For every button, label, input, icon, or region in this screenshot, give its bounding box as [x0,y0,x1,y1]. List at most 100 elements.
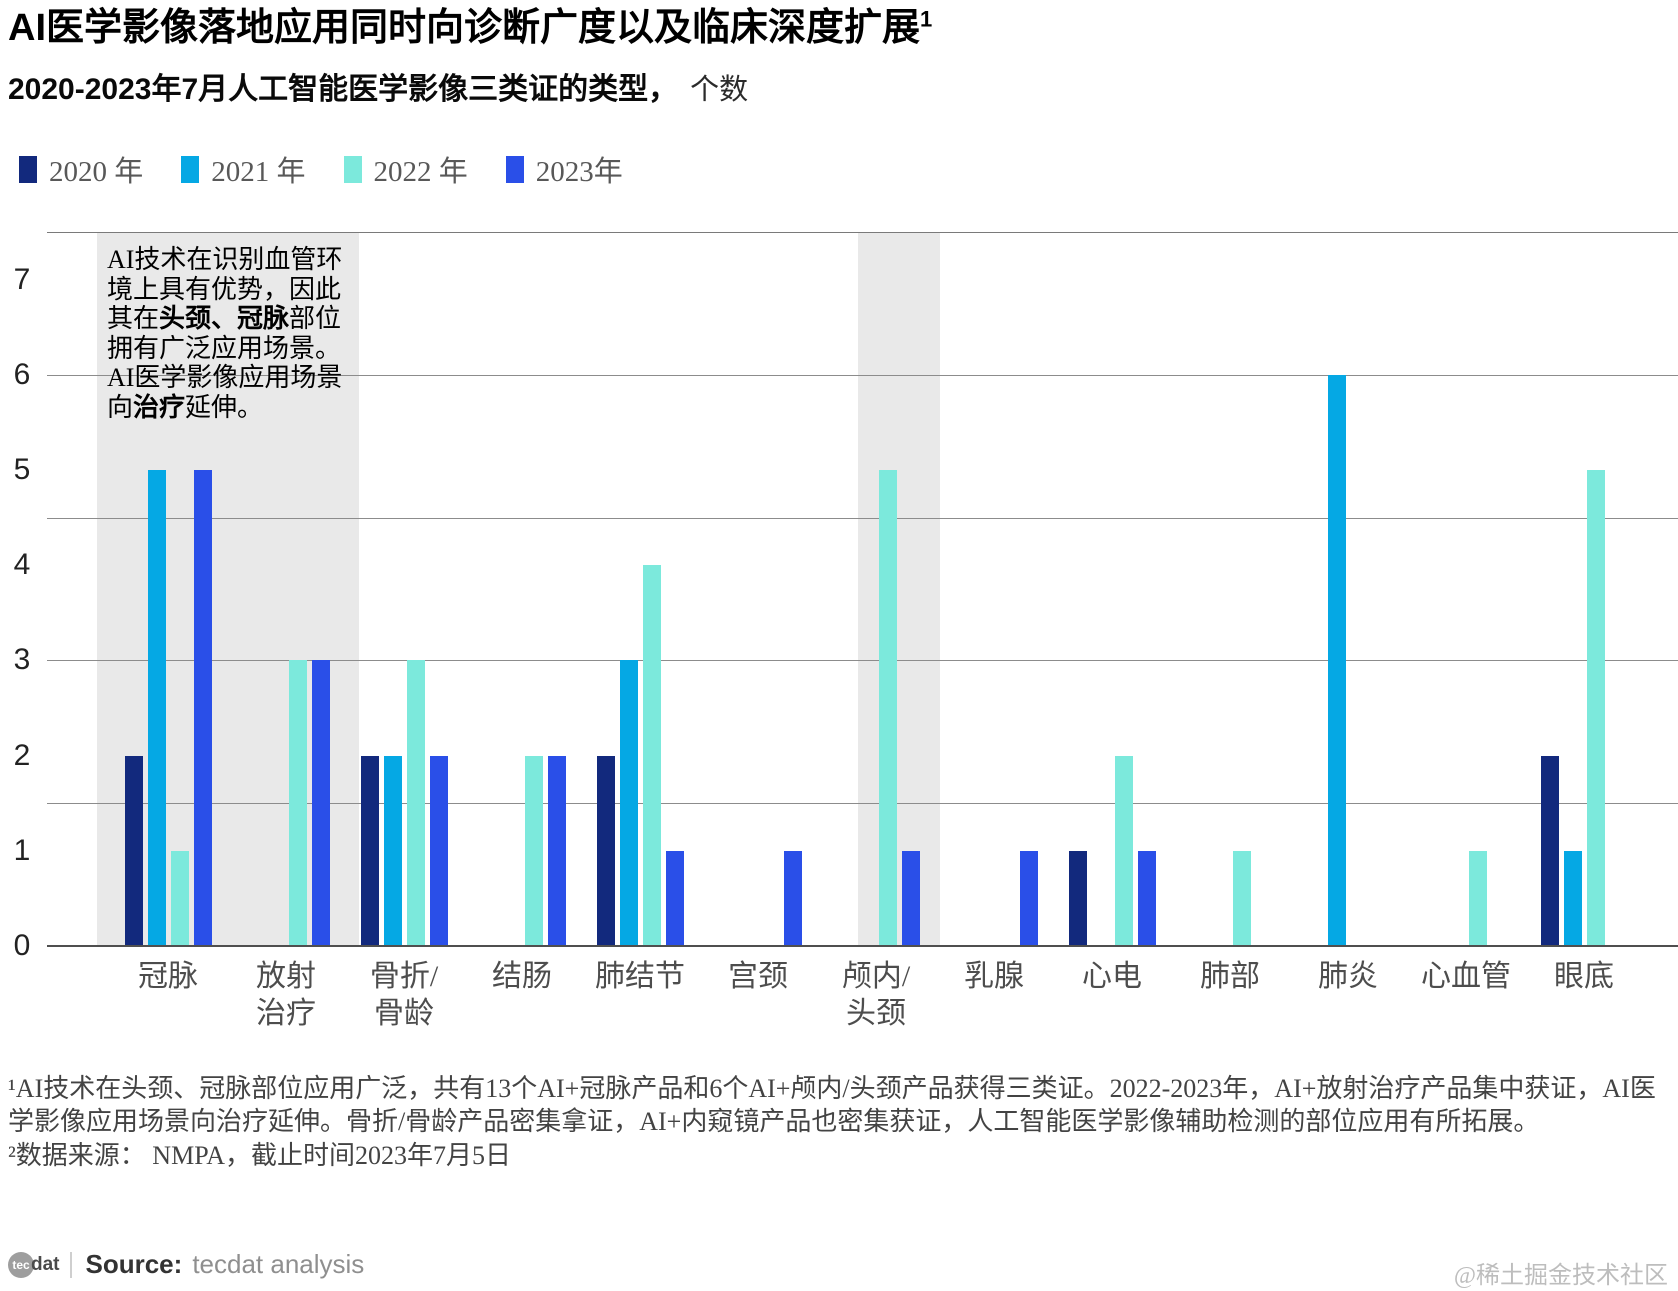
bar-结肠-2023年 [548,756,566,946]
gridline [47,803,1678,804]
x-axis-label-line: 骨折/ [369,960,439,993]
tecdat-logo-icon: tec [8,1251,34,1278]
bar-冠脉-2021年 [148,470,166,946]
annotation-bold-text: 头颈、冠脉 [159,304,290,333]
chart-title-footnote-marker: 1 [920,6,933,32]
bar-放射治疗-2022年 [289,660,307,946]
legend-item-2023: 2023年 [505,148,623,190]
bar-心血管-2022年 [1469,851,1487,946]
legend-label-2023: 2023年 [535,156,623,188]
bar-骨折/骨龄-2021年 [384,756,402,946]
y-axis-tick-label: 5 [13,453,31,486]
x-axis-label-line: 肺结节 [595,960,685,993]
y-axis-tick-label: 2 [13,739,31,772]
annotation-text: 部位拥有广泛应用场景。 [107,304,342,363]
annotation-text: 延伸。 [185,392,264,422]
x-axis-label-眼底: 眼底 [1509,958,1659,995]
bar-冠脉-2022年 [171,851,189,946]
x-axis-label-line: 骨龄 [374,997,434,1030]
x-axis-label-冠脉: 冠脉 [93,958,243,995]
bar-结肠-2022年 [525,756,543,946]
x-axis-label-放射治疗: 放射 治疗 [211,958,361,1032]
footer-divider [69,1251,72,1278]
bar-宫颈-2023年 [784,851,802,946]
source-label: Source: [85,1249,183,1279]
legend-swatch-2022-icon [343,155,362,183]
y-axis-tick-label: 7 [13,263,31,296]
legend-swatch-2023-icon [505,155,524,183]
bar-眼底-2022年 [1587,470,1605,946]
bar-心电-2023年 [1138,851,1156,946]
legend-item-2020: 2020 年 [19,148,143,190]
chart-annotation: AI技术在识别血管环境上具有优势，因此其在头颈、冠脉部位拥有广泛应用场景。 AI… [107,245,343,422]
y-axis-tick-label: 0 [13,929,31,962]
footer: tec dat Source: tecdat analysis @稀土掘金技术社… [0,1245,1678,1291]
x-axis-label-line: 治疗 [256,997,316,1030]
x-axis-label-颅内/头颈: 颅内/头颈 [801,958,951,1032]
x-axis-line [47,945,1678,947]
gridline [47,518,1678,519]
legend-item-2021: 2021 年 [181,148,306,190]
legend-swatch-2021-icon [181,155,200,183]
x-axis-label-line: 冠脉 [138,960,198,993]
x-axis-label-肺部: 肺部 [1155,958,1305,995]
legend-label-2021: 2021 年 [211,156,306,188]
gridline [47,232,1678,233]
source-value: tecdat analysis [192,1249,365,1279]
watermark: @稀土掘金技术社区 [1453,1263,1668,1289]
y-axis-tick-label: 6 [13,358,31,391]
bar-肺结节-2020年 [597,756,615,946]
x-axis-label-心电: 心电 [1037,958,1187,995]
chart-subtitle: 2020-2023年7月人工智能医学影像三类证的类型， 个数 [8,72,1668,108]
bar-冠脉-2020年 [125,756,143,946]
annotation-paragraph-2: AI医学影像应用场景向治疗延伸。 [107,363,343,422]
bar-放射治疗-2023年 [312,660,330,946]
y-axis-tick-label: 4 [13,548,31,581]
x-axis-label-line: 放射 [256,960,316,993]
x-axis-label-肺结节: 肺结节 [565,958,715,995]
gridline [47,660,1678,661]
bar-乳腺-2023年 [1020,851,1038,946]
x-axis-label-line: 头颈 [846,997,906,1030]
bar-颅内/头颈-2022年 [879,470,897,946]
x-axis-label-line: 心电 [1082,960,1142,993]
legend-label-2022: 2022 年 [373,156,468,188]
legend: 2020 年 2021 年 2022 年 2023年 [19,148,623,190]
annotation-text: AI技术在识别血管环境上具有优势，因此其在 [107,245,343,333]
y-axis-tick-label: 1 [13,834,31,867]
x-axis-label-心血管: 心血管 [1391,958,1541,995]
x-axis-label-line: 心血管 [1421,960,1511,993]
annotation-text: AI医学影像应用场景向 [107,363,343,422]
bar-颅内/头颈-2023年 [902,851,920,946]
footnotes: ¹AI技术在头颈、冠脉部位应用广泛，共有13个AI+冠脉产品和6个AI+颅内/头… [8,1072,1672,1172]
chart-title-text: AI医学影像落地应用同时向诊断广度以及临床深度扩展 [8,7,921,49]
bar-眼底-2020年 [1541,756,1559,946]
y-axis-tick-label: 3 [13,643,31,676]
bar-骨折/骨龄-2022年 [407,660,425,946]
x-axis-label-line: 肺炎 [1318,960,1378,993]
chart-subtitle-text: 2020-2023年7月人工智能医学影像三类证的类型， [8,73,679,106]
bar-冠脉-2023年 [194,470,212,946]
bar-肺炎-2021年 [1328,375,1346,946]
legend-label-2020: 2020 年 [49,156,144,188]
bar-肺部-2022年 [1233,851,1251,946]
x-axis-label-肺炎: 肺炎 [1273,958,1423,995]
bar-肺结节-2022年 [643,565,661,946]
x-axis-label-line: 肺部 [1200,960,1260,993]
chart-title: AI医学影像落地应用同时向诊断广度以及临床深度扩展1 [8,6,1668,52]
gridline [47,375,1678,376]
footer-branding: tec dat Source: tecdat analysis [8,1249,364,1280]
footnote-2-source: ²数据来源： NMPA，截止时间2023年7月5日 [8,1141,512,1170]
bar-心电-2020年 [1069,851,1087,946]
highlight-band-intracranial [858,232,940,946]
legend-item-2022: 2022 年 [343,148,468,190]
x-axis-label-乳腺: 乳腺 [919,958,1069,995]
legend-swatch-2020-icon [19,155,37,183]
tecdat-logo-suffix: dat [31,1253,60,1275]
chart-subtitle-unit: 个数 [690,74,749,106]
x-axis-label-line: 乳腺 [964,960,1024,993]
x-axis-label-宫颈: 宫颈 [683,958,833,995]
x-axis-label-骨折/骨龄: 骨折/骨龄 [329,958,479,1032]
